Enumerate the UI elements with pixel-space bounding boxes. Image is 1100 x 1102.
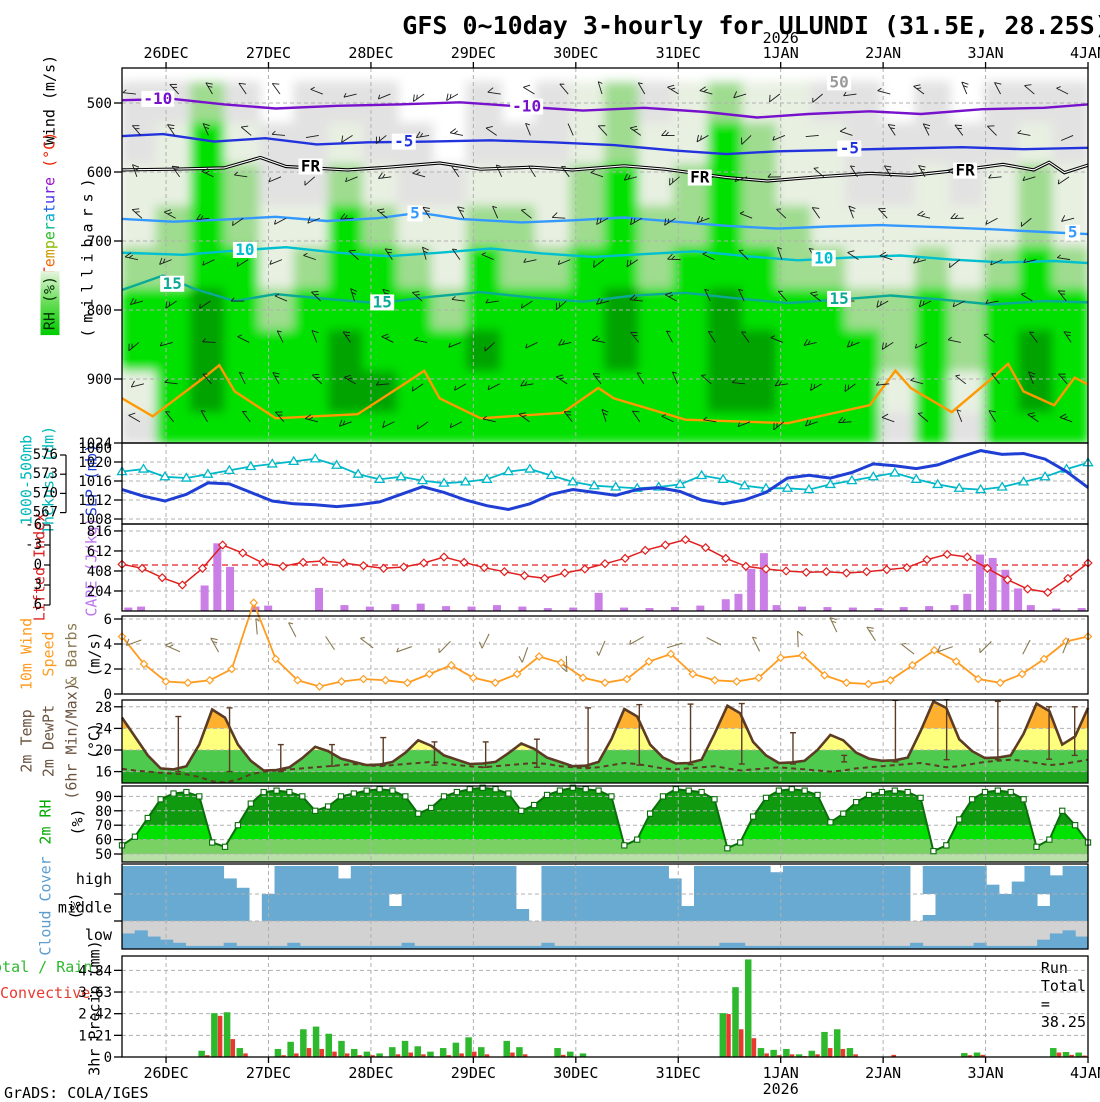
- svg-text:15: 15: [163, 274, 182, 293]
- svg-text:low: low: [85, 926, 113, 944]
- svg-text:-5: -5: [840, 139, 859, 158]
- svg-text:15: 15: [829, 289, 848, 308]
- svg-text:1016: 1016: [78, 474, 112, 490]
- svg-text:3.63: 3.63: [78, 985, 112, 1001]
- svg-text:26DEC: 26DEC: [143, 44, 188, 62]
- svg-text:2026: 2026: [763, 29, 799, 47]
- svg-text:10: 10: [235, 240, 254, 259]
- svg-text:2.42: 2.42: [78, 1007, 112, 1023]
- svg-text:26DEC: 26DEC: [143, 1064, 188, 1082]
- svg-text:28: 28: [95, 700, 112, 716]
- svg-text:3: 3: [34, 577, 42, 593]
- svg-text:28DEC: 28DEC: [348, 1064, 393, 1082]
- svg-text:0: 0: [34, 557, 42, 573]
- panel-upper-air: -10 -10 -5 -5 FR FR FR 5 5 10 10 15 15 15 50 500 600 700 8…: [78, 62, 1089, 457]
- svg-text:700: 700: [87, 234, 112, 250]
- svg-text:1020: 1020: [78, 455, 112, 471]
- svg-text:6: 6: [104, 612, 112, 628]
- svg-text:31DEC: 31DEC: [656, 44, 701, 62]
- svg-text:576: 576: [33, 447, 58, 463]
- svg-text:4JAN: 4JAN: [1070, 1064, 1100, 1082]
- svg-text:573: 573: [33, 466, 58, 482]
- svg-text:3JAN: 3JAN: [968, 1064, 1004, 1082]
- svg-text:10: 10: [814, 248, 833, 267]
- svg-text:2JAN: 2JAN: [865, 1064, 901, 1082]
- svg-text:408: 408: [87, 564, 112, 580]
- svg-text:570: 570: [33, 485, 58, 501]
- svg-text:6: 6: [34, 597, 42, 613]
- svg-text:4.84: 4.84: [78, 963, 112, 979]
- svg-text:27DEC: 27DEC: [246, 44, 291, 62]
- svg-text:middle: middle: [58, 899, 112, 917]
- svg-text:30DEC: 30DEC: [553, 1064, 598, 1082]
- svg-text:800: 800: [87, 303, 112, 319]
- svg-text:3JAN: 3JAN: [968, 44, 1004, 62]
- svg-text:50: 50: [829, 72, 848, 91]
- svg-text:5: 5: [1068, 223, 1078, 242]
- svg-text:0: 0: [104, 1050, 112, 1066]
- panel-cloud-cover: high middle low: [58, 864, 1089, 949]
- svg-text:24: 24: [95, 721, 112, 737]
- svg-text:27DEC: 27DEC: [246, 1064, 291, 1082]
- svg-text:5: 5: [410, 203, 420, 222]
- svg-text:29DEC: 29DEC: [451, 1064, 496, 1082]
- svg-text:600: 600: [87, 165, 112, 181]
- svg-text:612: 612: [87, 544, 112, 560]
- svg-text:816: 816: [87, 524, 112, 540]
- svg-text:28DEC: 28DEC: [348, 44, 393, 62]
- svg-text:50: 50: [95, 847, 112, 863]
- svg-text:-10: -10: [512, 96, 541, 115]
- svg-text:204: 204: [87, 584, 112, 600]
- svg-text:2026: 2026: [763, 1080, 799, 1098]
- svg-text:FR: FR: [690, 168, 710, 187]
- svg-text:2: 2: [104, 662, 112, 678]
- svg-text:-10: -10: [143, 89, 172, 108]
- panel-precip: 4.84 3.63 2.42 1.21 0: [78, 956, 1088, 1066]
- svg-text:4JAN: 4JAN: [1070, 44, 1100, 62]
- svg-text:2JAN: 2JAN: [865, 44, 901, 62]
- svg-text:1024: 1024: [78, 436, 112, 452]
- svg-text:4: 4: [104, 637, 112, 653]
- svg-text:FR: FR: [301, 156, 321, 175]
- svg-text:1012: 1012: [78, 493, 112, 509]
- panel-li-cape: 816 612 408 204 -6 -3 0 3 6: [25, 517, 1092, 613]
- svg-text:16: 16: [95, 765, 112, 781]
- panel-2m-temp: 28 24 20 16: [95, 700, 1088, 783]
- svg-text:29DEC: 29DEC: [451, 44, 496, 62]
- svg-text:high: high: [76, 870, 112, 888]
- svg-text:900: 900: [87, 372, 112, 388]
- svg-text:-6: -6: [25, 517, 42, 533]
- svg-text:-5: -5: [394, 132, 413, 151]
- svg-text:20: 20: [95, 743, 112, 759]
- svg-text:1.21: 1.21: [78, 1028, 112, 1044]
- svg-text:-3: -3: [25, 537, 42, 553]
- svg-text:31DEC: 31DEC: [656, 1064, 701, 1082]
- svg-text:FR: FR: [955, 161, 975, 180]
- svg-text:500: 500: [87, 96, 112, 112]
- svg-text:30DEC: 30DEC: [553, 44, 598, 62]
- svg-text:15: 15: [373, 292, 392, 311]
